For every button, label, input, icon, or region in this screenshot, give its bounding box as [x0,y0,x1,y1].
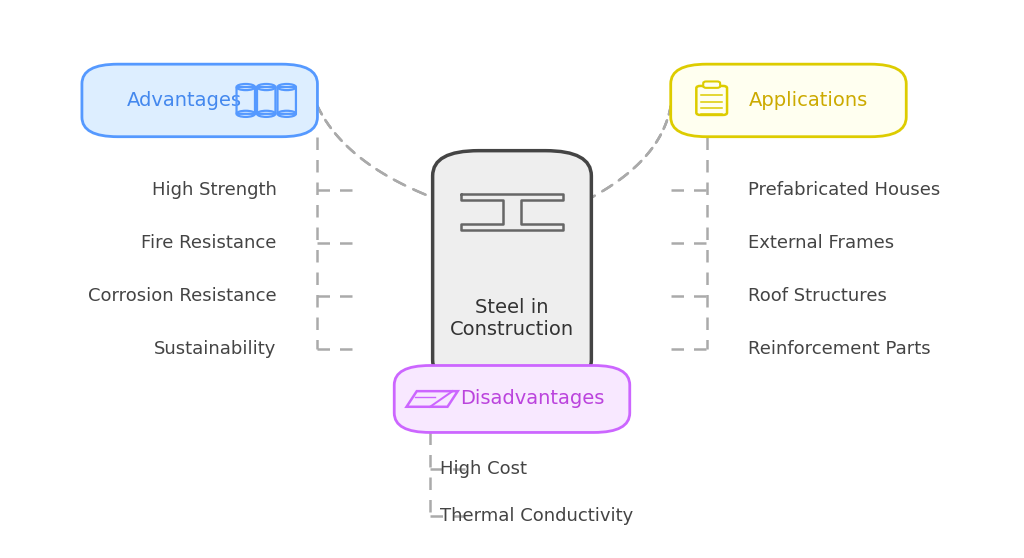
Text: Corrosion Resistance: Corrosion Resistance [88,287,276,305]
Text: High Strength: High Strength [152,181,276,199]
Text: Disadvantages: Disadvantages [461,389,604,408]
FancyBboxPatch shape [394,365,630,432]
Text: External Frames: External Frames [748,234,894,252]
Text: Reinforcement Parts: Reinforcement Parts [748,340,930,358]
Text: Steel in
Construction: Steel in Construction [450,297,574,339]
FancyBboxPatch shape [671,64,906,137]
Text: Thermal Conductivity: Thermal Conductivity [440,507,634,525]
FancyBboxPatch shape [432,151,592,385]
Text: Fire Resistance: Fire Resistance [141,234,276,252]
Text: Roof Structures: Roof Structures [748,287,887,305]
FancyBboxPatch shape [703,81,720,88]
Text: Advantages: Advantages [127,91,242,110]
Text: Prefabricated Houses: Prefabricated Houses [748,181,940,199]
Text: Applications: Applications [750,91,868,110]
FancyBboxPatch shape [82,64,317,137]
Text: Sustainability: Sustainability [154,340,276,358]
Text: High Cost: High Cost [440,460,527,478]
